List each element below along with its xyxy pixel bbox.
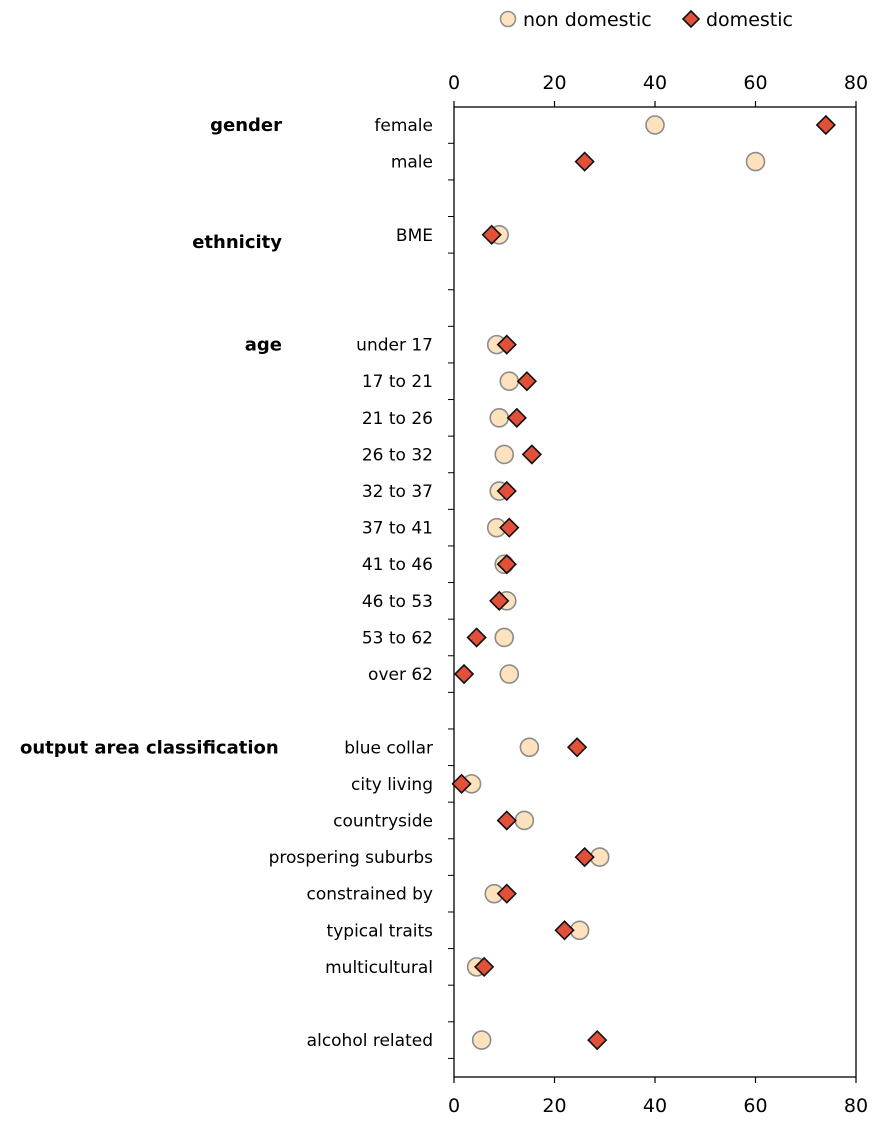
x-tick-label-bottom: 40 <box>643 1095 667 1117</box>
non-domestic-point <box>494 627 515 648</box>
domestic-point <box>481 224 502 245</box>
domestic-point <box>451 773 472 794</box>
category-label: blue collar <box>344 738 433 758</box>
x-tick-label-bottom: 0 <box>448 1095 460 1117</box>
category-label: BME <box>396 226 433 246</box>
domestic-point <box>587 1029 608 1051</box>
x-tick-label-bottom: 60 <box>743 1095 767 1117</box>
data-marks <box>451 114 836 1051</box>
x-tick-label-bottom: 80 <box>844 1095 868 1117</box>
non-domestic-point <box>499 664 520 684</box>
category-label: under 17 <box>356 336 433 356</box>
legend-label-non-domestic: non domestic <box>523 9 652 31</box>
non-domestic-point <box>745 151 766 172</box>
plot-area-frame <box>453 106 857 1078</box>
group-label: ethnicity <box>192 232 282 253</box>
domestic-point <box>496 554 517 575</box>
legend-circle-icon <box>499 10 517 28</box>
x-tick-label-top: 80 <box>844 72 868 94</box>
legend-diamond-icon <box>681 9 701 29</box>
non-domestic-point <box>489 408 510 428</box>
group-label: output area classification <box>20 737 279 758</box>
category-label: multicultural <box>325 958 433 978</box>
domestic-point <box>489 590 510 611</box>
category-label: constrained by <box>307 885 433 905</box>
domestic-point <box>496 883 517 904</box>
category-label: 17 to 21 <box>362 372 433 392</box>
non-domestic-point <box>519 737 540 758</box>
category-label: countryside <box>333 811 433 831</box>
category-label: 41 to 46 <box>362 555 433 575</box>
domestic-point <box>506 407 527 428</box>
x-tick-label-bottom: 20 <box>542 1095 566 1117</box>
x-tick-label-top: 60 <box>743 72 767 94</box>
x-tick-label-top: 0 <box>448 72 460 94</box>
domestic-point <box>496 480 517 502</box>
domestic-point <box>474 956 495 978</box>
x-axis-bottom: 0 20 40 60 80 <box>448 1077 868 1117</box>
domestic-point <box>466 627 487 648</box>
category-labels: female male BME under 17 17 to 21 21 to 26 26 … <box>269 116 434 1051</box>
category-label: over 62 <box>368 665 433 685</box>
category-label: 26 to 32 <box>362 445 433 465</box>
non-domestic-point <box>499 371 520 392</box>
non-domestic-point <box>471 1030 492 1050</box>
group-labels: gender ethnicity age output area classifica… <box>20 115 282 758</box>
group-label: age <box>245 335 282 356</box>
legend-label-domestic: domestic <box>706 9 793 31</box>
category-label: male <box>391 153 433 173</box>
domestic-point <box>815 114 836 136</box>
domestic-point <box>574 151 595 172</box>
category-label: 46 to 53 <box>362 592 433 612</box>
category-label: typical traits <box>327 921 434 941</box>
category-label: 21 to 26 <box>362 409 433 429</box>
domestic-point <box>453 663 475 685</box>
domestic-point <box>516 371 537 392</box>
domestic-point <box>499 517 520 538</box>
category-label: prospering suburbs <box>269 848 434 868</box>
x-axis-top: 0 20 40 60 80 <box>448 72 868 107</box>
domestic-point <box>566 737 588 758</box>
domestic-point <box>496 334 517 355</box>
non-domestic-point <box>645 115 665 135</box>
category-label: 53 to 62 <box>362 628 433 648</box>
x-tick-label-top: 20 <box>542 72 566 94</box>
category-label: city living <box>351 775 433 795</box>
legend: non domestic domestic <box>499 9 793 31</box>
category-label: 37 to 41 <box>362 519 433 539</box>
category-label: female <box>374 116 433 136</box>
category-label: alcohol related <box>307 1031 433 1051</box>
category-label: 32 to 37 <box>362 482 433 502</box>
x-tick-label-top: 40 <box>643 72 667 94</box>
y-axis-ticks <box>448 142 454 1059</box>
domestic-point <box>554 920 575 941</box>
domestic-point <box>521 444 543 465</box>
group-label: gender <box>210 115 282 136</box>
domestic-point <box>496 810 517 831</box>
non-domestic-point <box>514 810 535 831</box>
domestic-point <box>574 846 595 868</box>
non-domestic-point <box>494 444 515 465</box>
